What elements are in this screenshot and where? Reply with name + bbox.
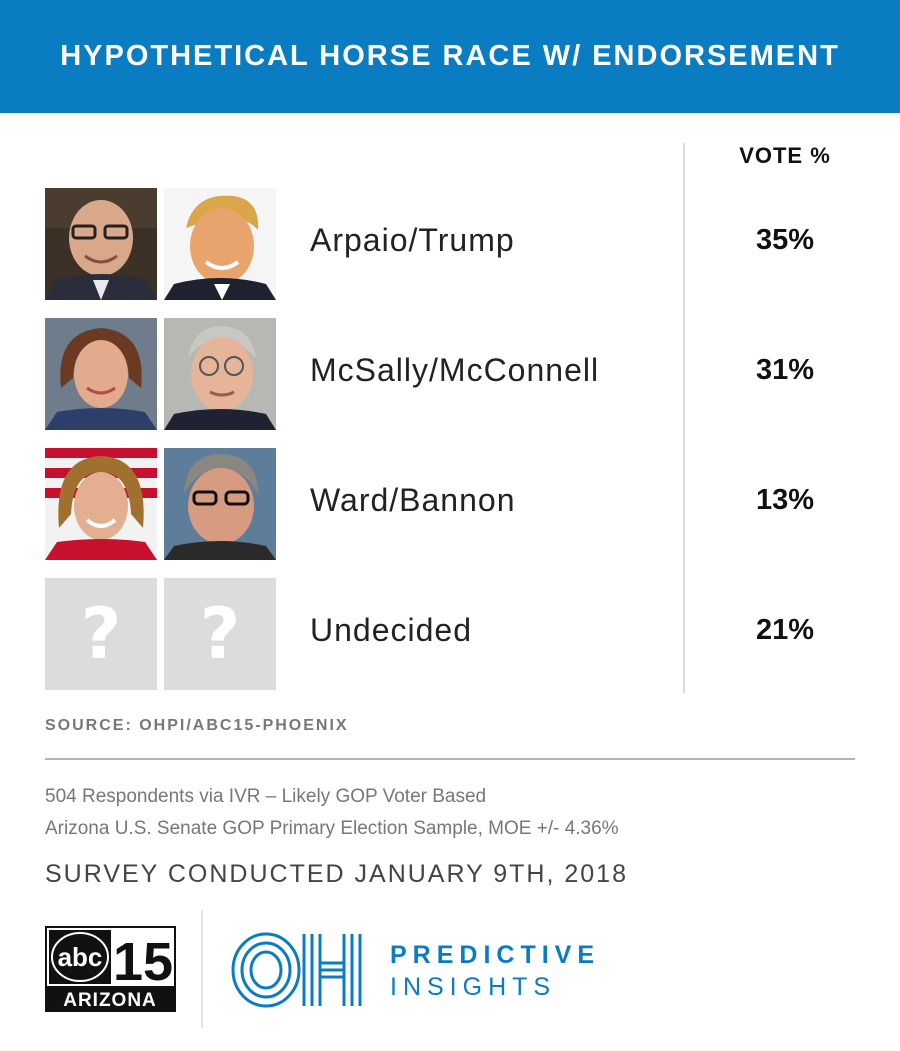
abc-logo-text: abc: [58, 942, 103, 972]
question-mark-glyph: ?: [80, 593, 122, 675]
survey-date: SURVEY CONDUCTED JANUARY 9TH, 2018: [45, 860, 628, 888]
mcconnell-photo: [164, 318, 276, 430]
arizona-logo-text: ARIZONA: [63, 990, 157, 1011]
question-mark-icon: ?: [164, 578, 276, 690]
question-mark-icon: ?: [45, 578, 157, 690]
candidate-name: Undecided: [310, 612, 472, 648]
vote-percent: 31%: [755, 354, 815, 386]
header-banner: HYPOTHETICAL HORSE RACE W/ ENDORSEMENT: [0, 0, 900, 113]
vote-percent: 35%: [755, 224, 815, 256]
column-divider: [683, 143, 685, 693]
methodology-note: 504 Respondents via IVR – Likely GOP Vot…: [45, 786, 487, 807]
page-title: HYPOTHETICAL HORSE RACE W/ ENDORSEMENT: [60, 40, 840, 72]
table-row: ? ? Undecided 21%: [0, 578, 900, 690]
source-label: SOURCE: OHPI/ABC15-PHOENIX: [45, 717, 349, 734]
abc15-logo: abc 15 ARIZONA: [45, 926, 176, 1012]
candidate-name: McSally/McConnell: [310, 352, 600, 388]
trump-photo: [164, 188, 276, 300]
candidate-name: Arpaio/Trump: [310, 222, 515, 258]
table-row: Arpaio/Trump 35%: [0, 188, 900, 300]
bannon-photo: [164, 448, 276, 560]
insights-text: INSIGHTS: [390, 973, 557, 1001]
mcsally-photo: [45, 318, 157, 430]
predictive-text: PREDICTIVE: [390, 941, 601, 969]
table-row: McSally/McConnell 31%: [0, 318, 900, 430]
vote-percent: 13%: [755, 484, 815, 516]
vote-percent-header: VOTE %: [739, 143, 831, 168]
oh-logo-mark: [230, 930, 365, 1010]
sample-note: Arizona U.S. Senate GOP Primary Election…: [45, 818, 619, 839]
arpaio-photo: [45, 188, 157, 300]
question-mark-glyph: ?: [199, 593, 241, 675]
candidate-name: Ward/Bannon: [310, 482, 516, 518]
ward-photo: [45, 448, 157, 560]
vote-percent: 21%: [755, 614, 815, 646]
fifteen-logo-text: 15: [113, 932, 173, 992]
logo-divider: [201, 910, 203, 1028]
table-row: Ward/Bannon 13%: [0, 448, 900, 560]
footer-divider: [45, 758, 855, 760]
